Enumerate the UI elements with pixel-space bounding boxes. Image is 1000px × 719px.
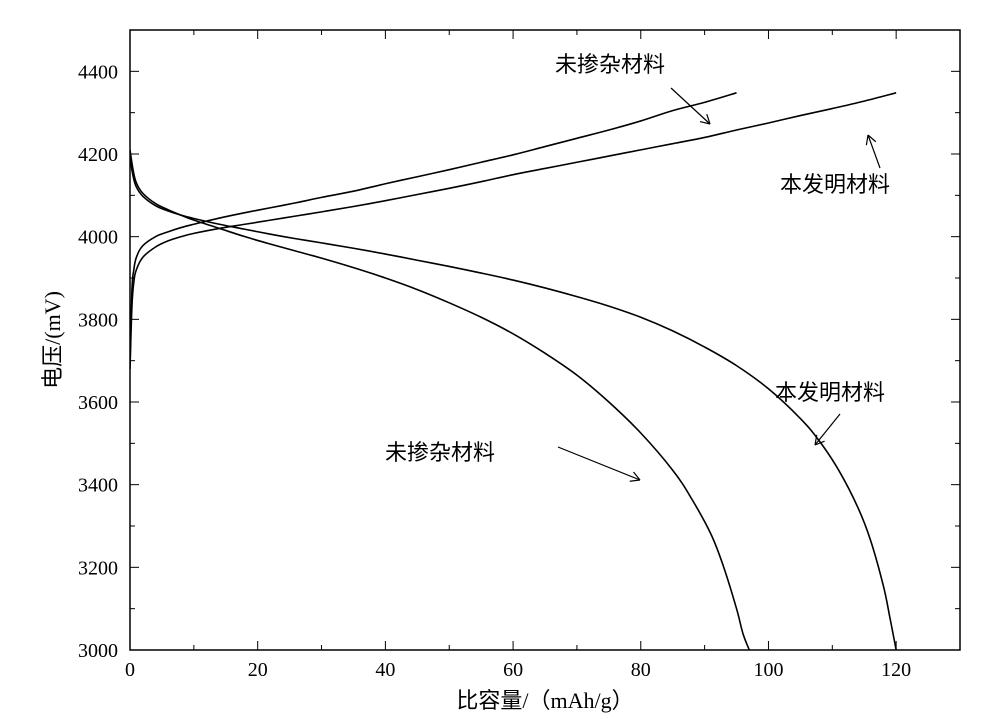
- voltage-capacity-chart: 0 20 40 60 80 100 120 3000 3200 3400 3600 3800 4000 4…: [0, 0, 1000, 719]
- x-tick-label: 100: [753, 659, 783, 681]
- x-tick-label: 40: [375, 659, 395, 681]
- curve-invention_charge: [130, 93, 896, 369]
- y-tick-label: 3800: [78, 309, 118, 331]
- x-tick-label: 80: [631, 659, 651, 681]
- x-axis-label: 比容量/（mAh/g）: [456, 688, 633, 713]
- y-tick-label: 3200: [78, 557, 118, 579]
- y-tick-label: 4000: [78, 227, 118, 249]
- x-tick-label: 60: [503, 659, 523, 681]
- y-tick-label: 3400: [78, 475, 118, 497]
- annotation-label: 未掺杂材料: [385, 440, 495, 465]
- x-tick-label: 20: [248, 659, 268, 681]
- x-tick-label: 0: [125, 659, 135, 681]
- annotation-label: 本发明材料: [775, 380, 885, 405]
- annotation-arrow: [671, 88, 710, 124]
- chart-container: 0 20 40 60 80 100 120 3000 3200 3400 3600 3800 4000 4…: [0, 0, 1000, 719]
- y-tick-label: 4400: [78, 61, 118, 83]
- y-tick-label: 3600: [78, 392, 118, 414]
- y-tick-label: 4200: [78, 144, 118, 166]
- x-tick-label: 120: [881, 659, 911, 681]
- annotation-label: 本发明材料: [780, 172, 890, 197]
- y-tick-label: 3000: [78, 640, 118, 662]
- annotation-arrow: [558, 447, 640, 480]
- y-axis-label: 电压/(mV): [40, 291, 65, 389]
- plot-frame: [130, 30, 960, 650]
- annotation-label: 未掺杂材料: [555, 52, 665, 77]
- annotation-arrow: [815, 414, 840, 445]
